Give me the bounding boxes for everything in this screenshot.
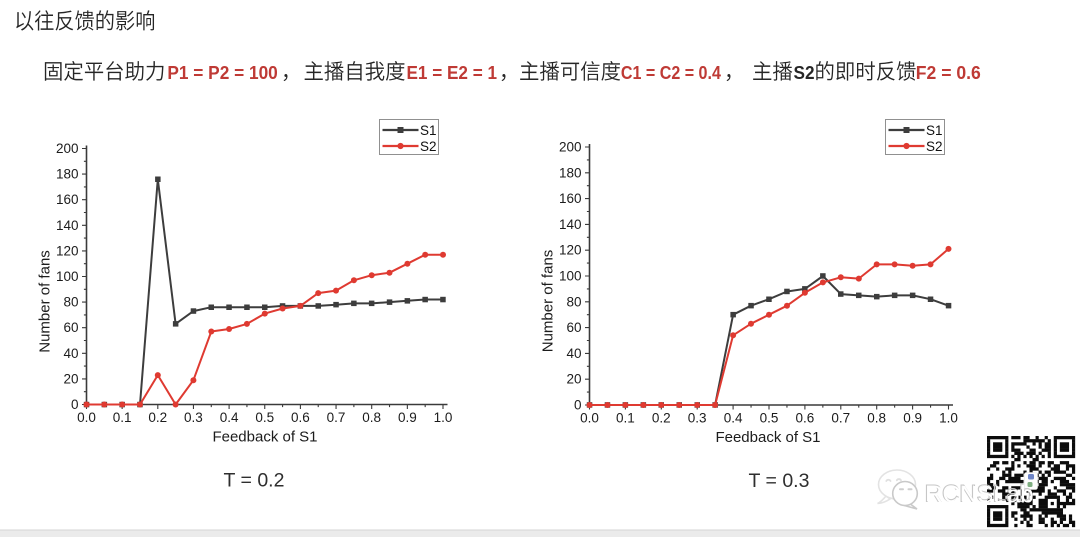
svg-text:200: 200 bbox=[56, 141, 79, 156]
svg-text:T = 0.3: T = 0.3 bbox=[749, 470, 810, 492]
svg-text:0.4: 0.4 bbox=[724, 411, 743, 426]
svg-text:0.8: 0.8 bbox=[867, 411, 886, 426]
svg-text:0.2: 0.2 bbox=[652, 411, 671, 426]
svg-text:Feedback of S1: Feedback of S1 bbox=[715, 429, 820, 446]
svg-text:0.5: 0.5 bbox=[760, 411, 779, 426]
svg-text:0.3: 0.3 bbox=[688, 411, 707, 426]
svg-text:S2: S2 bbox=[794, 62, 815, 83]
svg-text:0.7: 0.7 bbox=[831, 411, 850, 426]
svg-text:120: 120 bbox=[56, 243, 79, 258]
svg-text:160: 160 bbox=[559, 191, 582, 206]
svg-text:P1 = P2 = 100: P1 = P2 = 100 bbox=[167, 62, 277, 83]
svg-text:60: 60 bbox=[63, 320, 78, 335]
svg-text:0: 0 bbox=[71, 397, 79, 412]
svg-text:80: 80 bbox=[566, 294, 581, 309]
svg-text:0.9: 0.9 bbox=[398, 410, 417, 425]
svg-text:RCNSLab: RCNSLab bbox=[925, 481, 1033, 508]
svg-text:0.8: 0.8 bbox=[362, 410, 381, 425]
svg-text:E1 = E2 = 1: E1 = E2 = 1 bbox=[407, 62, 498, 83]
svg-text:120: 120 bbox=[559, 243, 582, 258]
svg-text:40: 40 bbox=[63, 346, 78, 361]
svg-text:T = 0.2: T = 0.2 bbox=[224, 470, 285, 492]
svg-text:20: 20 bbox=[63, 371, 78, 386]
svg-text:1.0: 1.0 bbox=[434, 410, 453, 425]
svg-text:0.5: 0.5 bbox=[255, 410, 274, 425]
svg-text:100: 100 bbox=[56, 269, 79, 284]
svg-text:Number of fans: Number of fans bbox=[37, 250, 54, 353]
svg-text:0: 0 bbox=[574, 398, 582, 413]
svg-text:0.2: 0.2 bbox=[148, 410, 167, 425]
svg-text:S2: S2 bbox=[420, 139, 437, 154]
svg-text:200: 200 bbox=[559, 140, 582, 155]
svg-text:Feedback of S1: Feedback of S1 bbox=[212, 429, 317, 446]
svg-text:180: 180 bbox=[559, 165, 582, 180]
svg-text:0.6: 0.6 bbox=[291, 410, 310, 425]
svg-text:140: 140 bbox=[56, 218, 79, 233]
svg-text:S1: S1 bbox=[420, 123, 437, 138]
svg-text:0.9: 0.9 bbox=[903, 411, 922, 426]
svg-text:80: 80 bbox=[63, 295, 78, 310]
svg-text:RCNSLab: RCNSLab bbox=[926, 482, 1034, 509]
svg-text:160: 160 bbox=[56, 192, 79, 207]
svg-text:0.3: 0.3 bbox=[184, 410, 203, 425]
svg-text:0.7: 0.7 bbox=[327, 410, 346, 425]
svg-text:0.4: 0.4 bbox=[220, 410, 239, 425]
svg-text:0.0: 0.0 bbox=[580, 411, 599, 426]
svg-text:Number of fans: Number of fans bbox=[540, 250, 557, 353]
svg-text:60: 60 bbox=[566, 320, 581, 335]
svg-text:S1: S1 bbox=[926, 123, 943, 138]
svg-text:140: 140 bbox=[559, 217, 582, 232]
svg-text:20: 20 bbox=[566, 372, 581, 387]
svg-text:180: 180 bbox=[56, 167, 79, 182]
svg-text:100: 100 bbox=[559, 269, 582, 284]
svg-text:C1 = C2 = 0.4: C1 = C2 = 0.4 bbox=[621, 62, 722, 83]
svg-text:0.6: 0.6 bbox=[796, 411, 815, 426]
svg-text:0.0: 0.0 bbox=[77, 410, 96, 425]
svg-text:0.1: 0.1 bbox=[113, 410, 132, 425]
svg-text:1.0: 1.0 bbox=[939, 411, 958, 426]
svg-text:F2 = 0.6: F2 = 0.6 bbox=[916, 62, 981, 83]
svg-text:S2: S2 bbox=[926, 139, 943, 154]
svg-text:0.1: 0.1 bbox=[616, 411, 635, 426]
svg-text:40: 40 bbox=[566, 346, 581, 361]
